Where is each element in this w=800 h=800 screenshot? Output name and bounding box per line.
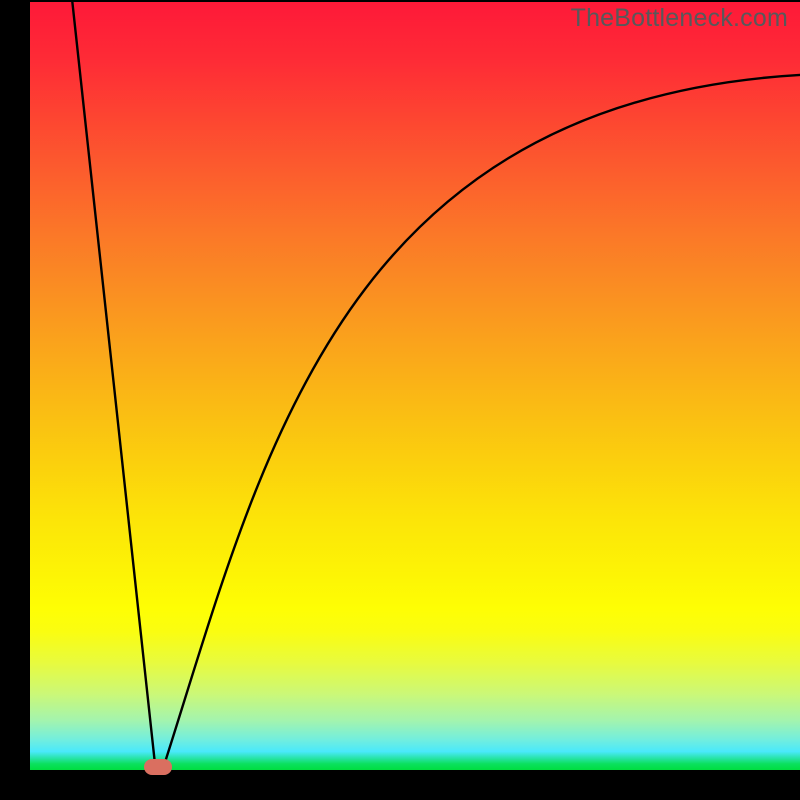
chart-container: TheBottleneck.com bbox=[0, 0, 800, 800]
curve-overlay bbox=[30, 2, 800, 770]
watermark-label: TheBottleneck.com bbox=[571, 4, 788, 33]
minimum-marker bbox=[144, 759, 172, 775]
bottleneck-curve bbox=[72, 2, 800, 769]
plot-area bbox=[30, 2, 800, 770]
